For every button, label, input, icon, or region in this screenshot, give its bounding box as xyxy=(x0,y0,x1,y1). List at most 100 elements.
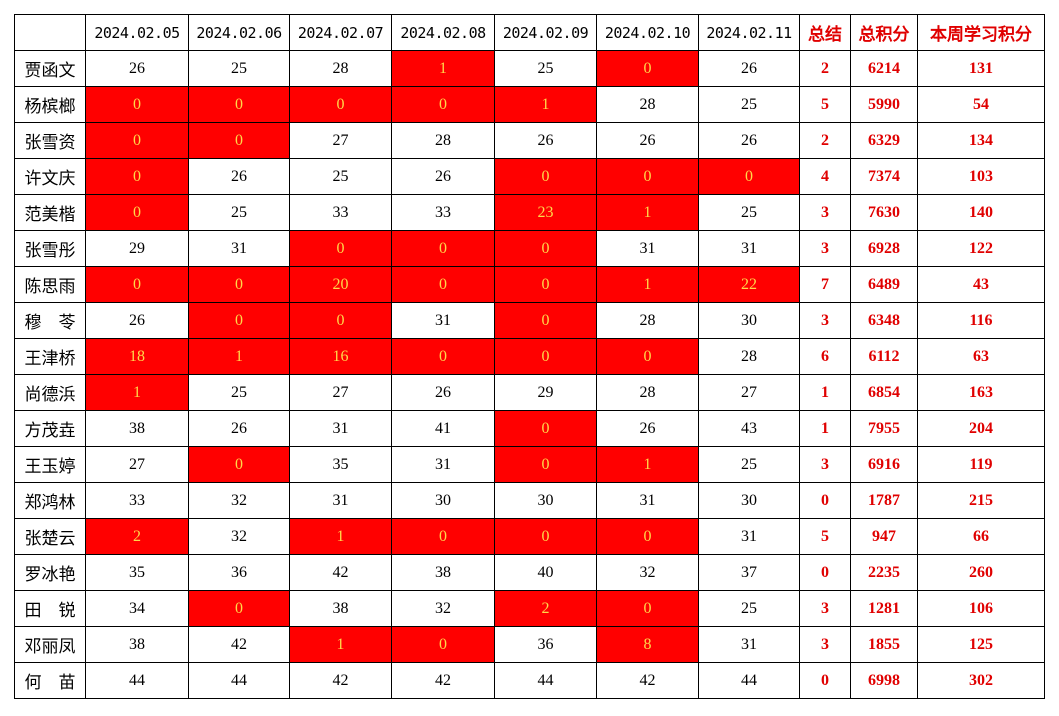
header-summary: 总结 xyxy=(799,14,851,51)
daily-score: 33 xyxy=(391,194,495,231)
daily-score: 0 xyxy=(188,86,290,123)
daily-score: 22 xyxy=(698,266,800,303)
header-name xyxy=(14,14,86,51)
daily-score: 0 xyxy=(391,626,495,663)
daily-score: 1 xyxy=(289,626,392,663)
daily-score: 0 xyxy=(289,230,392,267)
daily-score: 2 xyxy=(494,590,597,627)
total-points-cell: 6998 xyxy=(850,662,918,699)
header-date: 2024.02.07 xyxy=(289,14,392,51)
student-name: 尚德浜 xyxy=(14,374,86,411)
daily-score: 38 xyxy=(85,626,189,663)
summary-cell: 4 xyxy=(799,158,851,195)
weekly-points-cell: 103 xyxy=(917,158,1045,195)
daily-score: 18 xyxy=(85,338,189,375)
daily-score: 0 xyxy=(188,266,290,303)
daily-score: 26 xyxy=(188,410,290,447)
daily-score: 28 xyxy=(391,122,495,159)
weekly-points-cell: 125 xyxy=(917,626,1045,663)
weekly-points-cell: 140 xyxy=(917,194,1045,231)
weekly-points-cell: 131 xyxy=(917,50,1045,87)
daily-score: 8 xyxy=(596,626,699,663)
daily-score: 0 xyxy=(494,518,597,555)
header-row: 2024.02.05 2024.02.06 2024.02.07 2024.02… xyxy=(14,14,1045,51)
daily-score: 0 xyxy=(494,230,597,267)
weekly-points-cell: 204 xyxy=(917,410,1045,447)
daily-score: 1 xyxy=(596,446,699,483)
daily-score: 32 xyxy=(188,518,290,555)
total-points-cell: 1281 xyxy=(850,590,918,627)
daily-score: 28 xyxy=(596,86,699,123)
header-date: 2024.02.06 xyxy=(188,14,290,51)
student-name: 郑鸿林 xyxy=(14,482,86,519)
daily-score: 25 xyxy=(188,50,290,87)
daily-score: 0 xyxy=(494,266,597,303)
daily-score: 2 xyxy=(85,518,189,555)
summary-cell: 3 xyxy=(799,230,851,267)
weekly-points-cell: 122 xyxy=(917,230,1045,267)
daily-score: 32 xyxy=(188,482,290,519)
summary-cell: 0 xyxy=(799,554,851,591)
daily-score: 25 xyxy=(494,50,597,87)
daily-score: 31 xyxy=(188,230,290,267)
weekly-points-cell: 163 xyxy=(917,374,1045,411)
daily-score: 0 xyxy=(698,158,800,195)
daily-score: 1 xyxy=(289,518,392,555)
daily-score: 28 xyxy=(596,374,699,411)
total-points-cell: 7955 xyxy=(850,410,918,447)
daily-score: 0 xyxy=(494,302,597,339)
daily-score: 32 xyxy=(596,554,699,591)
daily-score: 44 xyxy=(188,662,290,699)
summary-cell: 2 xyxy=(799,50,851,87)
daily-score: 1 xyxy=(494,86,597,123)
total-points-cell: 6348 xyxy=(850,302,918,339)
daily-score: 27 xyxy=(85,446,189,483)
daily-score: 0 xyxy=(494,446,597,483)
total-points-cell: 7374 xyxy=(850,158,918,195)
summary-cell: 0 xyxy=(799,482,851,519)
header-date: 2024.02.05 xyxy=(85,14,189,51)
summary-cell: 5 xyxy=(799,518,851,555)
header-date: 2024.02.10 xyxy=(596,14,699,51)
daily-score: 33 xyxy=(289,194,392,231)
total-points-cell: 1787 xyxy=(850,482,918,519)
total-points-cell: 2235 xyxy=(850,554,918,591)
daily-score: 0 xyxy=(494,158,597,195)
weekly-points-cell: 66 xyxy=(917,518,1045,555)
summary-cell: 6 xyxy=(799,338,851,375)
daily-score: 0 xyxy=(596,158,699,195)
daily-score: 44 xyxy=(494,662,597,699)
table-row: 贾函文 26 25 28 1 25 0 26 2 6214 131 xyxy=(14,50,1045,87)
daily-score: 0 xyxy=(494,410,597,447)
daily-score: 25 xyxy=(289,158,392,195)
summary-cell: 1 xyxy=(799,374,851,411)
daily-score: 26 xyxy=(698,122,800,159)
daily-score: 0 xyxy=(85,122,189,159)
daily-score: 25 xyxy=(188,194,290,231)
daily-score: 26 xyxy=(85,50,189,87)
weekly-points-cell: 260 xyxy=(917,554,1045,591)
daily-score: 25 xyxy=(698,446,800,483)
daily-score: 0 xyxy=(289,86,392,123)
weekly-points-cell: 63 xyxy=(917,338,1045,375)
daily-score: 0 xyxy=(188,590,290,627)
summary-cell: 1 xyxy=(799,410,851,447)
table-row: 田 锐 34 0 38 32 2 0 25 3 1281 106 xyxy=(14,590,1045,627)
daily-score: 0 xyxy=(391,86,495,123)
daily-score: 31 xyxy=(698,626,800,663)
daily-score: 26 xyxy=(391,158,495,195)
student-name: 张雪资 xyxy=(14,122,86,159)
daily-score: 28 xyxy=(289,50,392,87)
table-row: 张雪彤 29 31 0 0 0 31 31 3 6928 122 xyxy=(14,230,1045,267)
student-name: 许文庆 xyxy=(14,158,86,195)
daily-score: 20 xyxy=(289,266,392,303)
student-name: 杨槟榔 xyxy=(14,86,86,123)
total-points-cell: 6329 xyxy=(850,122,918,159)
daily-score: 35 xyxy=(289,446,392,483)
daily-score: 38 xyxy=(391,554,495,591)
table-row: 何 苗 44 44 42 42 44 42 44 0 6998 302 xyxy=(14,662,1045,699)
header-date: 2024.02.11 xyxy=(698,14,800,51)
daily-score: 26 xyxy=(596,122,699,159)
daily-score: 0 xyxy=(391,266,495,303)
header-weekly: 本周学习积分 xyxy=(917,14,1045,51)
